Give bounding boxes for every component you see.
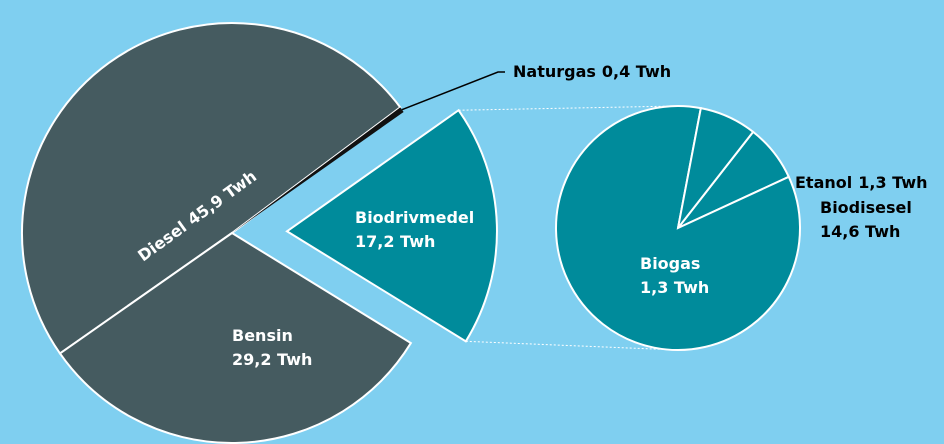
pie-slice — [58, 231, 413, 444]
label-value: 1,3 Twh — [640, 278, 709, 297]
label-name: Biodrivmedel — [355, 208, 474, 227]
slice-label: Biodisesel 14,6 Twh — [820, 198, 912, 241]
pie-slice — [285, 108, 498, 343]
label-name: Bensin — [232, 326, 293, 345]
connector — [465, 340, 679, 351]
slice-label: Biogas 1,3 Twh — [640, 254, 709, 297]
slice-label: Etanol 1,3 Twh — [795, 173, 928, 192]
label-value: 0,4 Twh — [602, 62, 671, 81]
label-name: Naturgas — [513, 62, 596, 81]
label-value: 29,2 Twh — [232, 350, 312, 369]
slice-label: Bensin 29,2 Twh — [232, 326, 312, 369]
label-value: 14,6 Twh — [820, 222, 900, 241]
pie-slice — [232, 107, 404, 233]
slice-label: Biodrivmedel 17,2 Twh — [355, 208, 474, 251]
leader-line — [401, 71, 505, 111]
label-name: Biogas — [640, 254, 700, 273]
label-value: 17,2 Twh — [355, 232, 435, 251]
label-name: Etanol — [795, 173, 852, 192]
label-name: Biodisesel — [820, 198, 912, 217]
pie-slice — [677, 106, 755, 229]
label-value: 1,3 Twh — [858, 173, 927, 192]
pie-slice — [21, 22, 402, 355]
connector — [458, 105, 679, 111]
slice-label: Naturgas 0,4 Twh — [513, 62, 671, 81]
